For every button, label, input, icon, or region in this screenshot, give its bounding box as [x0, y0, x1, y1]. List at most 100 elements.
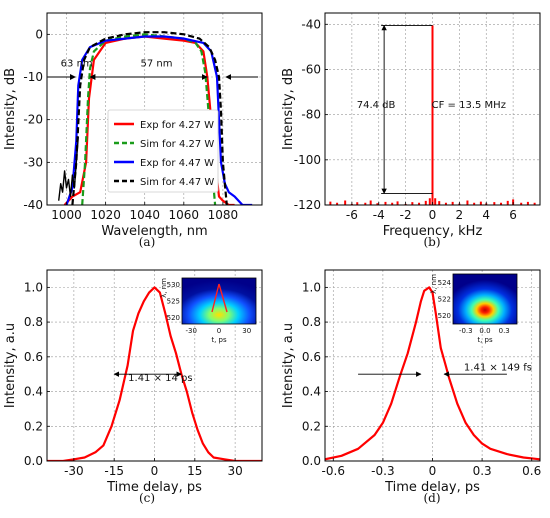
x-tick-label: 0: [151, 464, 159, 478]
x-tick-label: 30: [227, 464, 242, 478]
x-tick-label: -0.3: [371, 464, 394, 478]
legend: Exp for 4.27 W Sim for 4.27 W Exp for 4.47…: [107, 109, 219, 193]
legend-box: [107, 109, 219, 193]
x-axis-label: Wavelength, nm: [101, 224, 207, 239]
series-line: [329, 25, 536, 205]
x-tick-label: 2: [456, 208, 464, 222]
y-tick-label: 0.6: [24, 350, 43, 364]
annotation-63nm: 63 nm: [61, 58, 93, 69]
inset-chirp-line: [211, 283, 228, 313]
x-tick-label: 15: [187, 464, 202, 478]
inset-y-tick: 520: [438, 312, 451, 320]
y-axis-label: Intensity, dB: [3, 68, 18, 150]
plot-frame: [46, 12, 263, 206]
x-tick-label: 1020: [90, 208, 121, 222]
x-tick-label: 6: [509, 208, 517, 222]
panel-caption: (b): [423, 235, 440, 249]
x-tick-label: 1040: [129, 208, 160, 222]
y-axis-label: Intensity, dB: [281, 68, 296, 150]
chart-panel: 1000 1020 1040 1060 1080 -40 -30 -20 -10 0 Wavelen…: [3, 12, 263, 249]
chart-panel: -0.6 -0.3 0 0.3 0.6 0.0 0.2 0.4 0.6 0.8 1.0 Time de…: [281, 269, 541, 505]
x-tick-label: 0: [429, 464, 437, 478]
y-tick-label: -40: [301, 17, 321, 31]
y-tick-label: -120: [294, 198, 321, 212]
x-tick-label: 0.6: [522, 464, 541, 478]
y-tick-label: 0.4: [24, 385, 43, 399]
y-tick-label: 0: [35, 27, 43, 41]
series-line: [65, 35, 253, 205]
inset-y-label: λ, nm: [430, 274, 438, 294]
inset-y-tick: 522: [438, 296, 451, 304]
chart-panel: -30 -15 0 15 30 0.0 0.2 0.4 0.6 0.8 1.0 Time delay,…: [3, 269, 263, 505]
inset-y-tick: 525: [167, 298, 180, 306]
x-axis-label: Frequency, kHz: [383, 224, 483, 239]
x-tick-label: -15: [104, 464, 124, 478]
y-tick-label: 0.6: [302, 350, 321, 364]
y-tick-label: 0.0: [24, 454, 43, 468]
x-tick-label: 0.3: [473, 464, 492, 478]
y-tick-label: -80: [301, 108, 321, 122]
legend-entry: Sim for 4.47 W: [140, 177, 214, 188]
chart-panel: -6 -4 -2 0 2 4 6 -120 -100 -80 -60 -40 Frequency, kH…: [281, 12, 541, 249]
y-tick-label: 0.8: [24, 315, 43, 329]
x-tick-label: 1060: [169, 208, 200, 222]
y-axis-label: Intensity, a.u: [3, 323, 18, 408]
series-line: [47, 286, 262, 461]
series-group: [58, 31, 253, 205]
inset-y-tick: 530: [167, 281, 180, 289]
x-tick-label: -30: [64, 464, 84, 478]
legend-entry: Sim for 4.27 W: [140, 139, 214, 150]
inset-image: [452, 273, 518, 325]
annotation-fwhm: 1.41 × 149 fs: [464, 363, 532, 374]
annotation-57nm: 57 nm: [140, 58, 172, 69]
inset-x-label: t, ps: [211, 336, 227, 344]
series-line: [58, 136, 79, 201]
series-line: [63, 35, 235, 205]
inset-x-tick: -0.3: [459, 327, 473, 335]
inset-x-tick: 30: [242, 327, 251, 335]
x-tick-label: 1080: [208, 208, 239, 222]
y-tick-label: 0.2: [302, 419, 321, 433]
y-tick-label: -20: [23, 113, 43, 127]
x-tick-label: 1000: [51, 208, 82, 222]
legend-entry: Exp for 4.47 W: [140, 158, 214, 169]
inset-x-tick: -30: [186, 327, 197, 335]
inset-heatmap: -0.3 0.0 0.3 520 522 524 t, ps λ, nm: [430, 273, 518, 344]
y-tick-label: 1.0: [24, 280, 43, 294]
series-group: [329, 25, 536, 205]
panel-caption: (d): [423, 491, 440, 505]
series-group: [325, 286, 540, 461]
x-tick-label: 4: [482, 208, 490, 222]
annotation-dynamic-range: 74.4 dB: [357, 100, 396, 111]
y-tick-label: -40: [23, 198, 43, 212]
y-tick-label: 1.0: [302, 280, 321, 294]
y-tick-label: -60: [301, 62, 321, 76]
series-group: [47, 286, 262, 461]
y-tick-label: -10: [23, 70, 43, 84]
panel-caption: (c): [139, 491, 155, 505]
panel-caption: (a): [139, 235, 156, 249]
x-axis-label: Time delay, ps: [106, 480, 202, 495]
x-tick-label: 0: [429, 208, 437, 222]
x-axis-label: Time delay, ps: [384, 480, 480, 495]
inset-y-label: λ, nm: [160, 278, 168, 298]
annotation-center-frequency: CF = 13.5 MHz: [432, 100, 506, 111]
inset-x-tick: 0.3: [499, 327, 510, 335]
x-tick-label: -6: [346, 208, 358, 222]
inset-x-tick: 0.0: [479, 327, 490, 335]
y-tick-label: 0.0: [302, 454, 321, 468]
legend-entry: Exp for 4.27 W: [140, 120, 214, 131]
x-tick-label: -4: [373, 208, 385, 222]
series-line: [325, 286, 540, 461]
inset-y-tick: 520: [167, 314, 180, 322]
y-axis-label: Intensity, a.u: [281, 323, 296, 408]
y-tick-label: 0.4: [302, 385, 321, 399]
inset-x-label: t, ps: [477, 336, 493, 344]
y-tick-label: -100: [294, 153, 321, 167]
annotation-fwhm: 1.41 × 14 ps: [128, 373, 192, 384]
y-tick-label: -30: [23, 155, 43, 169]
inset-x-tick: 0: [217, 327, 221, 335]
series-line: [71, 31, 228, 205]
